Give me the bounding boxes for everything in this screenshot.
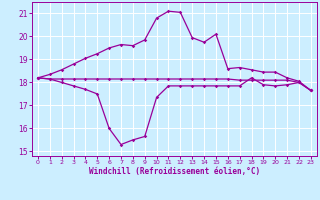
X-axis label: Windchill (Refroidissement éolien,°C): Windchill (Refroidissement éolien,°C) xyxy=(89,167,260,176)
